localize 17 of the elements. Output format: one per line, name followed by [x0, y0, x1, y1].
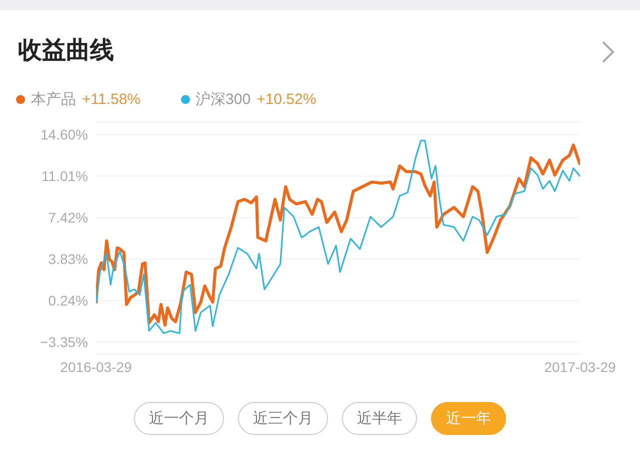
text: 近一个月	[134, 402, 224, 435]
chart-title: 收益曲线	[18, 36, 114, 66]
y-tick-label: −3.35%	[40, 334, 88, 350]
x-tick-label: 2016-03-29	[60, 358, 132, 375]
text: +11.58%	[82, 91, 141, 108]
y-tick-label: 3.83%	[48, 250, 88, 267]
legend-label: 本产品	[31, 90, 76, 109]
text: 近一年	[431, 402, 506, 435]
text: 近半年	[342, 402, 417, 435]
y-tick-label: 7.42%	[48, 210, 88, 226]
y-tick-label: 11.01%	[42, 168, 88, 184]
text: +10.52%	[256, 91, 316, 108]
x-tick-label: 2017-03-29	[544, 358, 616, 375]
y-tick-label: 14.60%	[40, 126, 88, 143]
text: 近三个月	[238, 402, 328, 435]
y-tick-label: 0.24%	[48, 292, 88, 308]
legend-label: 沪深300	[196, 90, 251, 109]
